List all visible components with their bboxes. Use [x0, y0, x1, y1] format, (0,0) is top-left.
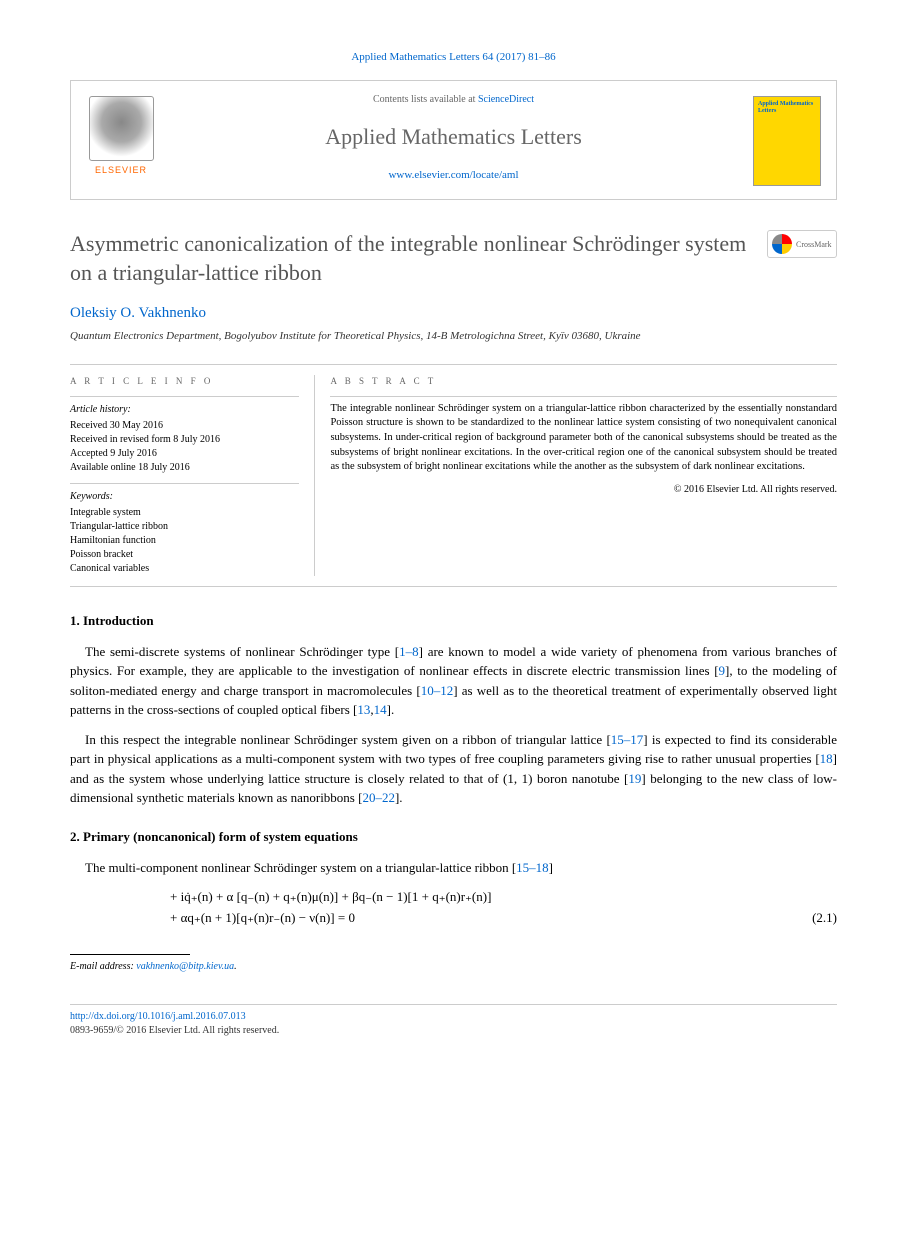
email-footnote: E-mail address: vakhnenko@bitp.kiev.ua. — [70, 960, 837, 974]
abstract-column: A B S T R A C T The integrable nonlinear… — [315, 375, 837, 576]
abstract-copyright: © 2016 Elsevier Ltd. All rights reserved… — [330, 483, 837, 497]
footnote-rule — [70, 954, 190, 955]
equation-number: (2.1) — [812, 908, 837, 929]
article-title: Asymmetric canonicalization of the integ… — [70, 230, 837, 287]
keyword: Canonical variables — [70, 562, 299, 576]
crossmark-icon — [772, 234, 792, 254]
ref-link[interactable]: 10–12 — [421, 683, 454, 698]
elsevier-label: ELSEVIER — [95, 164, 147, 177]
author-affiliation: Quantum Electronics Department, Bogolyub… — [70, 329, 837, 344]
elsevier-logo[interactable]: ELSEVIER — [86, 96, 156, 181]
ref-link[interactable]: 13 — [357, 702, 370, 717]
cover-title: Applied Mathematics Letters — [758, 101, 816, 114]
abstract-header: A B S T R A C T — [330, 375, 837, 388]
article-info-header: A R T I C L E I N F O — [70, 375, 299, 388]
received-date: Received 30 May 2016 — [70, 419, 299, 433]
crossmark-label: CrossMark — [796, 239, 832, 250]
journal-header-box: ELSEVIER Applied Mathematics Letters Con… — [70, 80, 837, 200]
ref-link[interactable]: 1–8 — [399, 644, 419, 659]
abstract-text: The integrable nonlinear Schrödinger sys… — [330, 402, 837, 475]
issn-copyright: 0893-9659/© 2016 Elsevier Ltd. All right… — [70, 1025, 279, 1036]
doi-link[interactable]: http://dx.doi.org/10.1016/j.aml.2016.07.… — [70, 1011, 246, 1022]
keyword: Integrable system — [70, 506, 299, 520]
online-date: Available online 18 July 2016 — [70, 461, 299, 475]
journal-name: Applied Mathematics Letters — [176, 122, 731, 153]
section-2-heading: 2. Primary (noncanonical) form of system… — [70, 828, 837, 846]
accepted-date: Accepted 9 July 2016 — [70, 447, 299, 461]
ref-link[interactable]: 20–22 — [362, 790, 395, 805]
crossmark-badge[interactable]: CrossMark — [767, 230, 837, 258]
intro-paragraph-2: In this respect the integrable nonlinear… — [70, 730, 837, 808]
author-name[interactable]: Oleksiy O. Vakhnenko — [70, 303, 837, 324]
sciencedirect-link[interactable]: ScienceDirect — [478, 94, 534, 105]
journal-cover-thumbnail[interactable]: Applied Mathematics Letters — [753, 96, 821, 186]
keywords-label: Keywords: — [70, 490, 299, 504]
revised-date: Received in revised form 8 July 2016 — [70, 433, 299, 447]
keyword: Hamiltonian function — [70, 534, 299, 548]
author-email-link[interactable]: vakhnenko@bitp.kiev.ua — [136, 961, 234, 972]
ref-link[interactable]: 18 — [820, 751, 833, 766]
section-2-paragraph-1: The multi-component nonlinear Schrödinge… — [70, 858, 837, 878]
ref-link[interactable]: 15–18 — [516, 860, 549, 875]
article-info-row: A R T I C L E I N F O Article history: R… — [70, 364, 837, 587]
keyword: Triangular-lattice ribbon — [70, 520, 299, 534]
top-citation[interactable]: Applied Mathematics Letters 64 (2017) 81… — [70, 50, 837, 65]
history-label: Article history: — [70, 403, 299, 417]
equation-2-1: + iq̇₊(n) + α [q₋(n) + q₊(n)μ(n)] + βq₋(… — [170, 887, 837, 929]
doi-block: http://dx.doi.org/10.1016/j.aml.2016.07.… — [70, 1004, 837, 1038]
article-info-column: A R T I C L E I N F O Article history: R… — [70, 375, 315, 576]
equation-line-1: + iq̇₊(n) + α [q₋(n) + q₊(n)μ(n)] + βq₋(… — [170, 887, 837, 908]
ref-link[interactable]: 15–17 — [611, 732, 644, 747]
ref-link[interactable]: 14 — [374, 702, 387, 717]
keyword: Poisson bracket — [70, 548, 299, 562]
contents-line: Contents lists available at ScienceDirec… — [176, 93, 731, 107]
elsevier-tree-icon — [89, 96, 154, 161]
ref-link[interactable]: 19 — [628, 771, 641, 786]
journal-homepage-link[interactable]: www.elsevier.com/locate/aml — [176, 168, 731, 183]
intro-paragraph-1: The semi-discrete systems of nonlinear S… — [70, 642, 837, 720]
equation-line-2: + αq₊(n + 1)[q₊(n)r₋(n) − ν(n)] = 0 — [170, 908, 837, 929]
section-1-heading: 1. Introduction — [70, 612, 837, 630]
